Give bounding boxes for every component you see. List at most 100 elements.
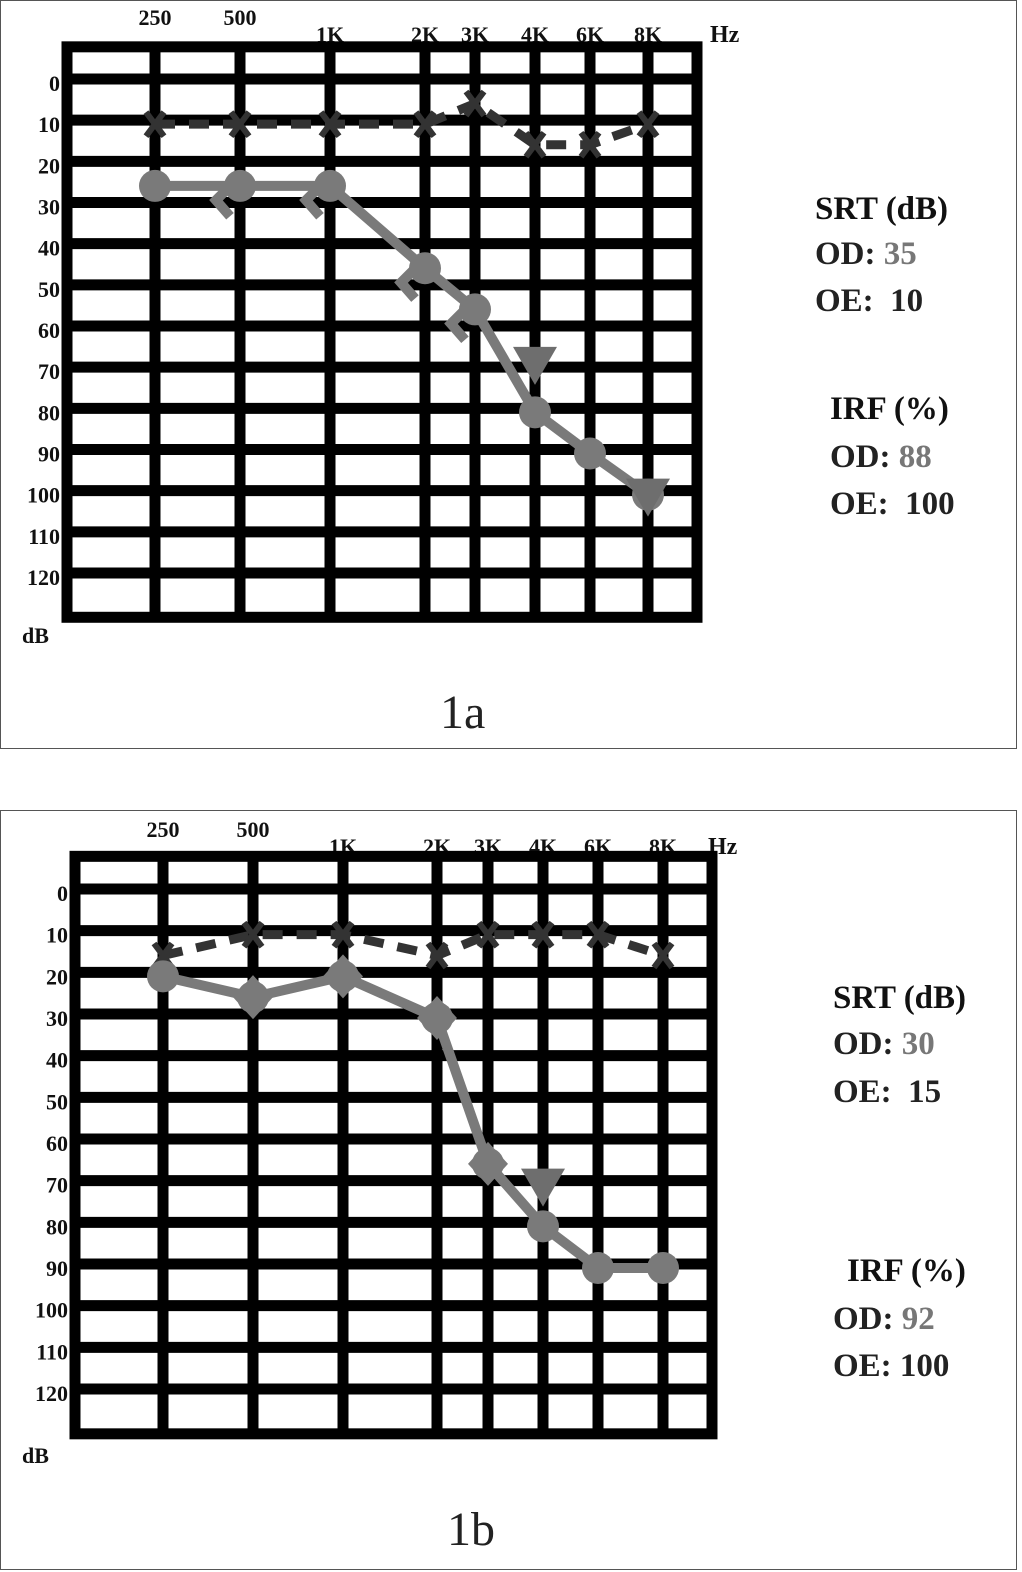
data-point-circle	[519, 396, 551, 429]
irf-oe-label: OE:	[830, 486, 889, 522]
y-axis-unit-label: dB	[22, 623, 49, 648]
srt-od-label: OD:	[833, 1026, 894, 1062]
x-tick-label: 500	[237, 817, 270, 842]
data-point-circle	[647, 1252, 679, 1284]
series-line	[155, 98, 650, 150]
y-tick-label: 40	[38, 236, 60, 261]
y-tick-label: 20	[46, 964, 68, 989]
y-tick-label: 50	[46, 1089, 68, 1114]
y-tick-label: 10	[46, 923, 68, 948]
data-point-bracket	[444, 304, 471, 344]
y-tick-label: 20	[38, 153, 60, 178]
srt-od-label: OD:	[815, 236, 876, 272]
audiogram-panel-1a	[0, 0, 1017, 749]
y-tick-label: 80	[46, 1214, 68, 1239]
y-tick-label: 60	[46, 1131, 68, 1156]
data-point-circle	[459, 293, 491, 326]
irf-od-label: OD:	[830, 439, 891, 475]
srt-oe-label: OE:	[815, 283, 874, 319]
series-line	[161, 930, 665, 961]
y-tick-label: 70	[38, 359, 60, 384]
srt-title: SRT (dB)	[815, 191, 949, 227]
data-point-triangle	[521, 1168, 565, 1207]
data-point-x	[318, 110, 342, 138]
data-point-x	[463, 89, 487, 118]
irf-od: OD: 88	[830, 441, 932, 474]
y-tick-label: 0	[57, 881, 68, 906]
audiogram-panel-1b	[0, 810, 1017, 1570]
irf-oe-value: 100	[899, 1348, 950, 1384]
irf-title: IRF (%)	[847, 1253, 966, 1289]
series-bracket	[209, 180, 471, 344]
data-point-x	[586, 920, 610, 949]
series-triangle-down	[513, 346, 670, 517]
y-tick-label: 120	[35, 1381, 68, 1406]
data-point-x	[425, 941, 449, 970]
y-tick-label: 110	[28, 524, 60, 549]
y-tick-label: 40	[46, 1048, 68, 1073]
y-tick-label: 30	[38, 195, 60, 220]
y-tick-label: 100	[27, 483, 60, 508]
irf-od: OD: 92	[833, 1303, 935, 1336]
srt-oe-label: OE:	[833, 1074, 892, 1110]
irf-od-value: 88	[898, 439, 932, 475]
series-x	[143, 89, 660, 159]
data-point-x	[531, 920, 555, 949]
y-tick-label: 110	[36, 1339, 68, 1364]
data-point-circle	[574, 437, 606, 470]
data-point-bracket	[299, 180, 326, 220]
y-tick-label: 30	[46, 1006, 68, 1031]
data-point-x	[143, 110, 167, 138]
y-tick-label: 70	[46, 1173, 68, 1198]
y-tick-label: 0	[49, 71, 60, 96]
srt-od-value: 30	[901, 1026, 935, 1062]
data-point-x	[228, 110, 252, 138]
series-diamond	[233, 954, 508, 1186]
data-point-circle	[139, 169, 171, 202]
data-point-diamond	[233, 975, 273, 1020]
x-tick-label: 250	[139, 5, 172, 30]
x-tick-label: 250	[147, 817, 180, 842]
srt-od: OD: 35	[815, 238, 917, 271]
data-point-diamond	[323, 954, 363, 999]
data-point-circle	[409, 252, 441, 285]
grid-border	[69, 850, 718, 1440]
y-tick-label: 90	[46, 1256, 68, 1281]
srt-od: OD: 30	[833, 1028, 935, 1061]
panel-label-1a: 1a	[440, 686, 486, 739]
irf-title: IRF (%)	[830, 391, 949, 427]
data-point-circle	[527, 1210, 559, 1243]
y-axis-unit-label: dB	[22, 1443, 49, 1468]
data-point-x	[476, 920, 500, 949]
srt-od-value: 35	[883, 236, 917, 272]
srt-oe: OE: 10	[815, 285, 923, 318]
irf-oe-value: 100	[905, 486, 955, 522]
irf-oe: OE: 100	[830, 488, 955, 521]
data-point-triangle	[626, 478, 670, 517]
y-tick-label: 90	[38, 442, 60, 467]
series-triangle-down	[521, 1168, 565, 1207]
irf-od-label: OD:	[833, 1301, 894, 1337]
data-point-x	[523, 130, 547, 159]
panel-label-1b: 1b	[447, 1503, 495, 1556]
series-x	[151, 920, 675, 970]
data-point-diamond	[468, 1141, 508, 1186]
y-tick-label: 10	[38, 112, 60, 137]
data-point-x	[241, 920, 265, 949]
data-point-circle	[224, 169, 256, 202]
grid-border	[61, 41, 703, 623]
data-point-triangle	[513, 346, 557, 385]
srt-oe: OE: 15	[833, 1076, 941, 1109]
irf-od-value: 92	[901, 1301, 935, 1337]
irf-oe: OE: 100	[833, 1350, 949, 1383]
data-point-bracket	[394, 263, 421, 302]
srt-title: SRT (dB)	[833, 980, 967, 1016]
data-point-x	[413, 110, 437, 138]
data-point-circle	[147, 960, 179, 993]
srt-oe-value: 15	[908, 1074, 942, 1110]
data-point-x	[578, 130, 602, 159]
y-tick-label: 100	[35, 1298, 68, 1323]
data-point-circle	[582, 1252, 614, 1284]
